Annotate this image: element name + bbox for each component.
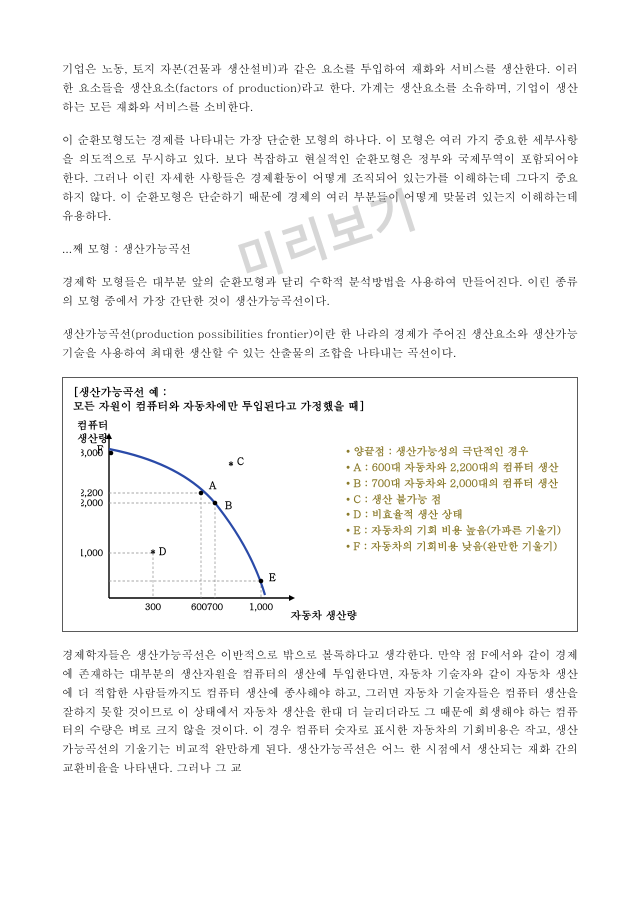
svg-text:D: D <box>159 544 166 558</box>
svg-text:1,000: 1,000 <box>81 546 104 559</box>
legend-item: • E : 자동차의 기회 비용 높음(가파른 기울기) <box>346 522 561 538</box>
legend-item: • C : 생산 불가능 점 <box>346 491 561 507</box>
chart-title: [생산가능곡선 예 : 모든 자원이 컴퓨터와 자동차에만 투입된다고 가정했을… <box>73 386 567 416</box>
legend-item: • 양끝점 : 생산가능성의 극단적인 경우 <box>346 443 561 459</box>
paragraph-4: 생산가능곡선(production possibilities frontier… <box>62 325 578 363</box>
ppf-chart: [생산가능곡선 예 : 모든 자원이 컴퓨터와 자동차에만 투입된다고 가정했을… <box>62 377 578 632</box>
x-axis-label: 자동차 생산량 <box>291 606 358 623</box>
svg-text:B: B <box>225 498 232 512</box>
svg-text:700: 700 <box>207 600 224 613</box>
chart-plot-area: 컴퓨터생산량 3,0002,2002,0001,0003006007001,00… <box>73 419 567 629</box>
chart-legend: • 양끝점 : 생산가능성의 극단적인 경우• A : 600대 자동차와 2,… <box>346 443 561 553</box>
svg-text:F: F <box>97 442 104 456</box>
chart-title-line1: [생산가능곡선 예 : <box>73 385 167 400</box>
ppf-svg: 3,0002,2002,0001,0003006007001,000F*CAB*… <box>81 423 331 623</box>
section-title: ...째 모형 : 생산가능곡선 <box>62 240 578 259</box>
paragraph-5: 경제학자들은 생산가능곡선은 이반적으로 밖으로 볼록하다고 생각한다. 만약 … <box>62 646 578 779</box>
paragraph-3: 경제학 모형들은 대부분 앞의 순환모형과 달리 수학적 분석방법을 사용하여 … <box>62 273 578 311</box>
svg-text:E: E <box>269 570 276 584</box>
svg-text:C: C <box>237 454 244 468</box>
legend-item: • D : 비효율적 생산 상태 <box>346 506 561 522</box>
svg-text:2,000: 2,000 <box>81 496 104 509</box>
paragraph-2: 이 순환모형도는 경제를 나타내는 가장 단순한 모형의 하나다. 이 모형은 … <box>62 131 578 226</box>
legend-item: • F : 자동차의 기회비용 낮음(완만한 기울기) <box>346 538 561 554</box>
legend-item: • A : 600대 자동차와 2,200대의 컴퓨터 생산 <box>346 459 561 475</box>
paragraph-1: 기업은 노동, 토지 자본(건물과 생산설비)과 같은 요소를 투입하여 재화와… <box>62 60 578 117</box>
svg-text:1,000: 1,000 <box>249 600 274 613</box>
chart-title-line2: 모든 자원이 컴퓨터와 자동차에만 투입된다고 가정했을 때] <box>73 399 364 414</box>
svg-text:*: * <box>228 457 234 472</box>
svg-text:600: 600 <box>191 600 208 613</box>
svg-text:A: A <box>208 478 217 492</box>
legend-item: • B : 700대 자동차와 2,000대의 컴퓨터 생산 <box>346 475 561 491</box>
svg-text:*: * <box>150 545 156 560</box>
svg-text:300: 300 <box>145 600 162 613</box>
